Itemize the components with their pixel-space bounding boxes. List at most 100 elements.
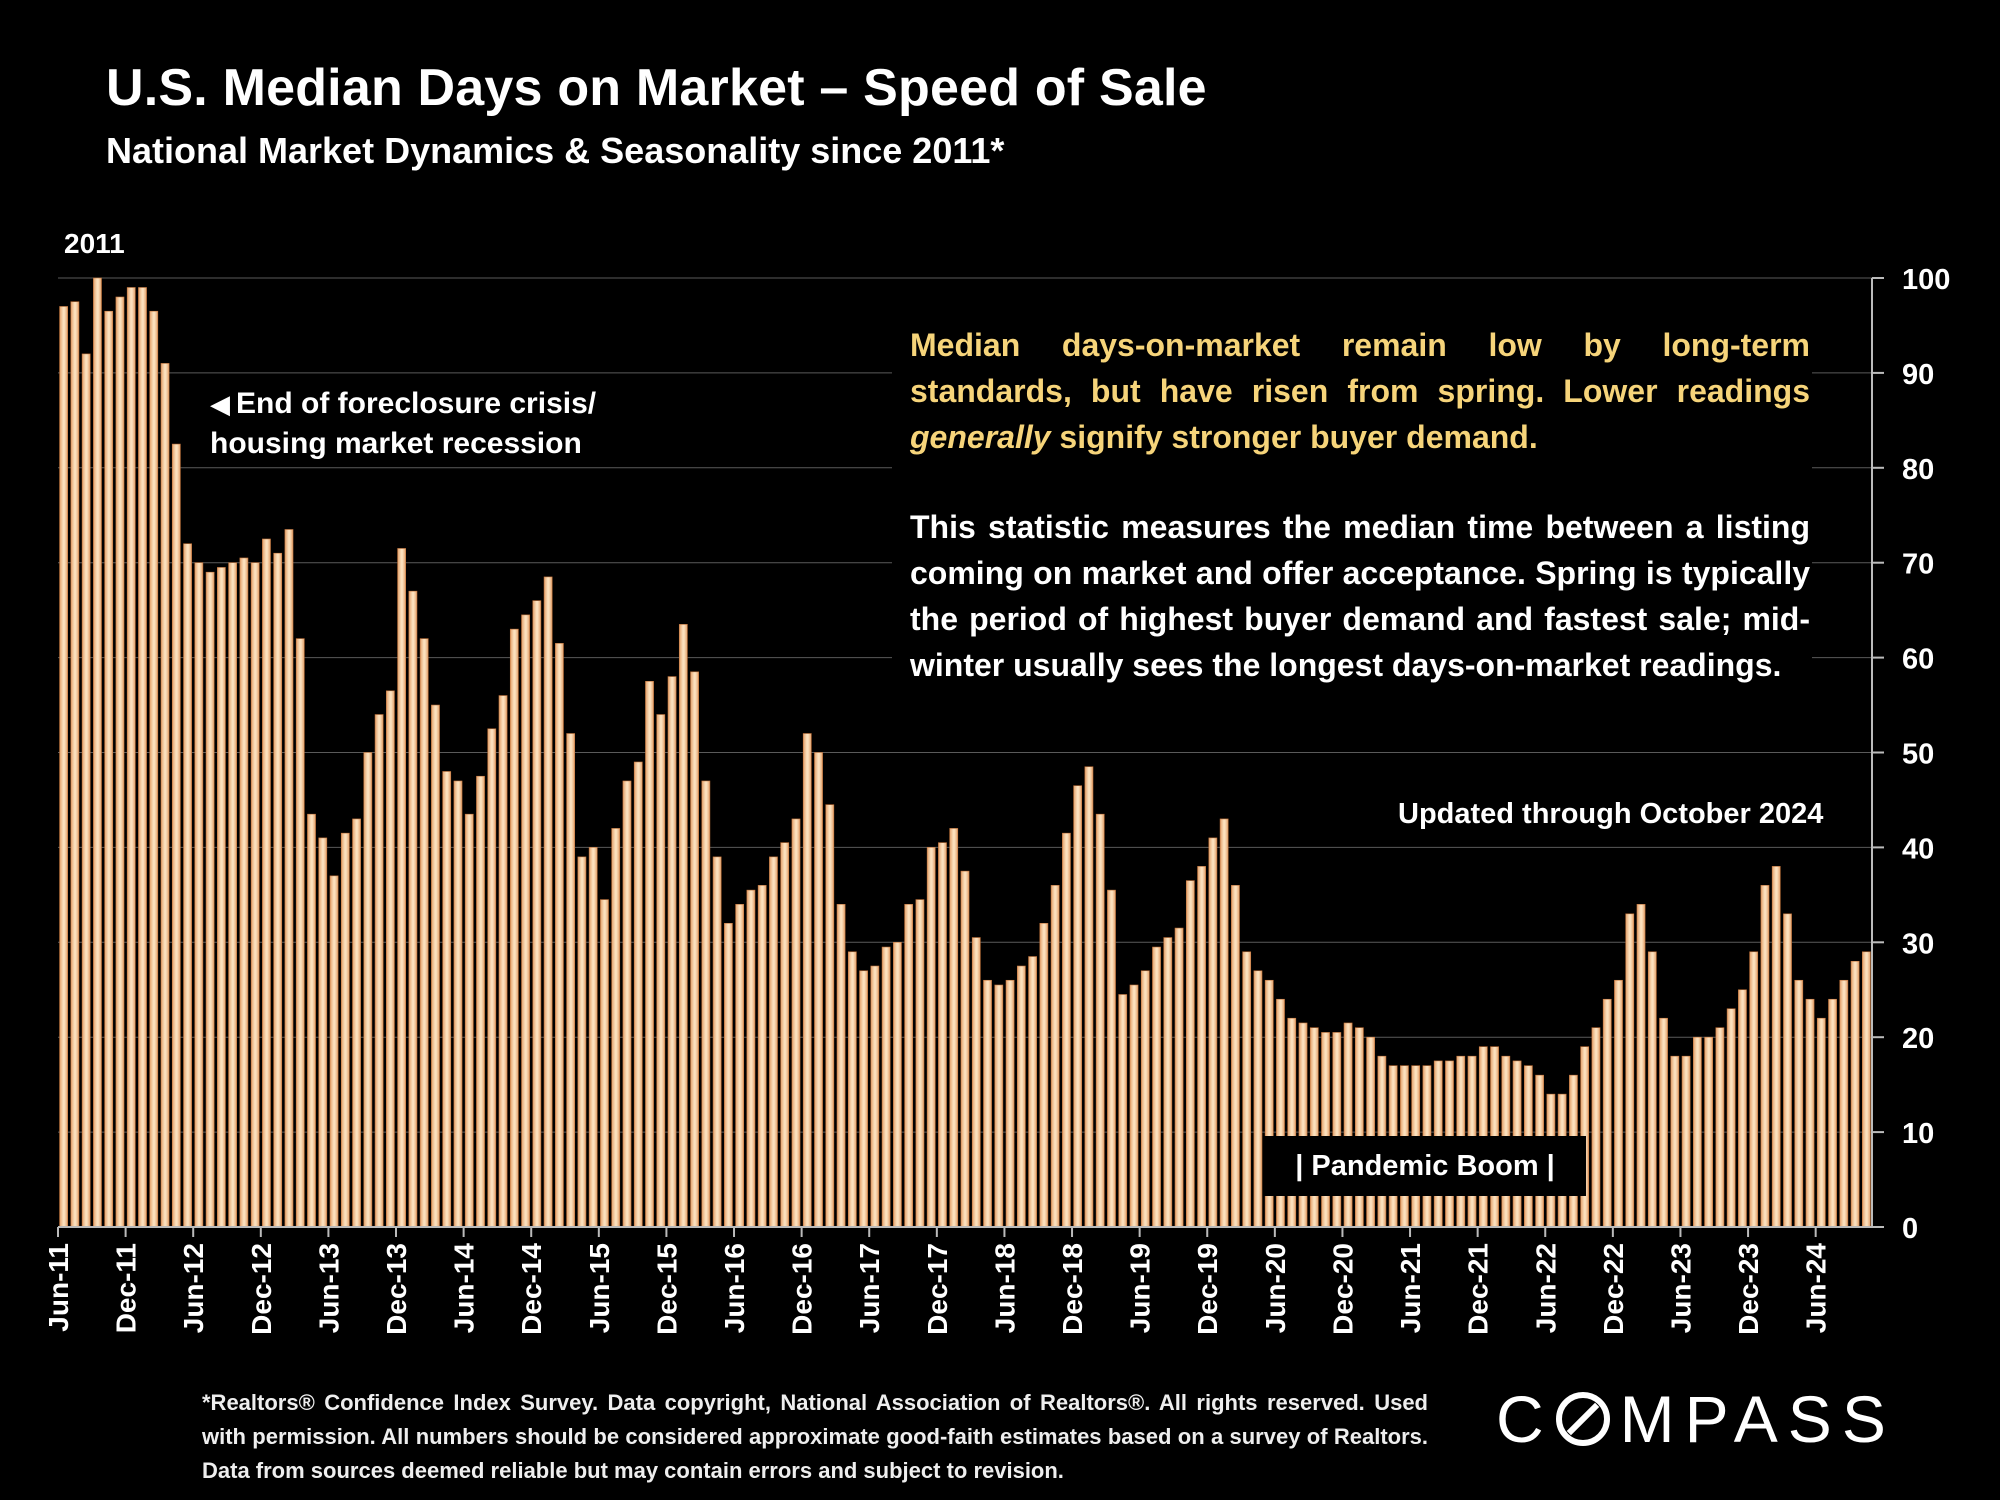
y-axis-tick-labels: 0 10 20 30 40 50 60 70 80 90 100 (1872, 264, 1950, 1245)
commentary-headline-part2: signify stronger buyer demand. (1050, 419, 1538, 455)
bar (1309, 1027, 1319, 1228)
bar (1749, 951, 1759, 1228)
bar (1185, 880, 1195, 1228)
bar (521, 614, 530, 1228)
x-axis-tick-labels: Jun-11 Dec-11 Jun-12 Dec-12 Jun-13 Dec-13 Jun-… (43, 1227, 1832, 1335)
bar (712, 856, 722, 1228)
bar (408, 590, 418, 1228)
y-tick-label: 10 (1902, 1118, 1934, 1150)
bar (645, 681, 654, 1228)
bar (115, 296, 125, 1228)
bar (1659, 1017, 1668, 1228)
bar (1681, 1055, 1691, 1228)
bar (59, 306, 68, 1228)
y-tick-label: 0 (1902, 1213, 1918, 1245)
bar (893, 941, 902, 1228)
x-tick-label: Jun-23 (1665, 1243, 1696, 1333)
bar (814, 752, 823, 1228)
bar (825, 804, 835, 1228)
left-arrow-icon: ◀ (210, 389, 230, 419)
bar (1805, 998, 1815, 1228)
bar (791, 818, 801, 1228)
y-tick-label: 40 (1902, 833, 1934, 865)
bar (1715, 1027, 1725, 1228)
x-tick-label: Dec-22 (1598, 1243, 1629, 1335)
bar (1095, 813, 1105, 1228)
bar (228, 562, 237, 1228)
bar (1084, 766, 1094, 1228)
bar (1693, 1036, 1702, 1228)
bar (802, 733, 812, 1228)
bar (1783, 913, 1792, 1228)
bar (205, 571, 215, 1228)
x-tick-label: Dec-20 (1327, 1243, 1358, 1335)
bar (724, 923, 733, 1228)
bar (690, 671, 699, 1228)
bar (1771, 866, 1781, 1228)
bar (532, 600, 542, 1228)
bar (476, 775, 485, 1228)
commentary-emphasis: generally (910, 419, 1051, 455)
bar (1862, 951, 1871, 1228)
bar (588, 847, 598, 1228)
bar (600, 899, 609, 1228)
pandemic-boom-label: | Pandemic Boom | (1264, 1136, 1586, 1196)
x-tick-label: Dec-15 (651, 1243, 682, 1335)
source-footnote: *Realtors® Confidence Index Survey. Data… (202, 1390, 1428, 1483)
bar (487, 728, 497, 1228)
x-tick-label: Dec-19 (1192, 1243, 1223, 1335)
bar (1242, 951, 1252, 1228)
x-tick-label: Dec-23 (1733, 1243, 1764, 1335)
bar (1039, 923, 1049, 1228)
bar (1636, 904, 1646, 1228)
bar (836, 904, 846, 1228)
bar (1726, 1008, 1736, 1228)
logo-text-end: MPASS (1619, 1382, 1896, 1456)
bar (1028, 956, 1037, 1228)
bar (577, 856, 587, 1228)
commentary-headline-part1: Median days-on-market remain low by long… (910, 327, 1810, 409)
bar (1850, 960, 1860, 1228)
bar (262, 538, 271, 1228)
bar (1738, 989, 1747, 1228)
bar (1794, 979, 1804, 1228)
y-tick-label: 100 (1902, 264, 1950, 296)
y-tick-label: 80 (1902, 454, 1934, 486)
bar (881, 946, 891, 1228)
bar (870, 965, 880, 1228)
bar (633, 761, 643, 1228)
bar (138, 287, 147, 1228)
logo-text-start: C (1496, 1382, 1554, 1456)
bar (1614, 979, 1623, 1228)
bar (1174, 927, 1184, 1228)
x-tick-label: Dec-14 (516, 1243, 547, 1335)
x-tick-label: Jun-11 (43, 1243, 74, 1332)
bar (1298, 1022, 1308, 1228)
bar (994, 984, 1004, 1228)
bar (1005, 979, 1015, 1228)
chart-subtitle: National Market Dynamics & Seasonality s… (106, 130, 1005, 171)
bar (171, 443, 181, 1228)
bar (1140, 970, 1150, 1228)
y-tick-label: 70 (1902, 549, 1934, 581)
x-tick-label: Dec-13 (381, 1243, 412, 1335)
x-tick-label: Dec-18 (1057, 1243, 1088, 1335)
foreclosure-annotation-line2: housing market recession (210, 427, 582, 460)
bar (284, 529, 294, 1228)
foreclosure-annotation: ◀ End of foreclosure crisis/ housing mark… (210, 384, 611, 466)
bar (1354, 1027, 1364, 1228)
x-tick-label: Dec-17 (922, 1243, 953, 1335)
bar (757, 885, 767, 1228)
bar (1704, 1036, 1713, 1228)
bar (1591, 1027, 1601, 1228)
x-tick-label: Jun-19 (1125, 1243, 1156, 1333)
bar (1760, 885, 1770, 1228)
bar (374, 714, 384, 1228)
x-tick-label: Dec-12 (246, 1243, 277, 1335)
bar (340, 832, 350, 1228)
bar (971, 937, 981, 1228)
bar (915, 899, 925, 1228)
bar (1816, 1017, 1826, 1228)
bar (656, 714, 666, 1228)
